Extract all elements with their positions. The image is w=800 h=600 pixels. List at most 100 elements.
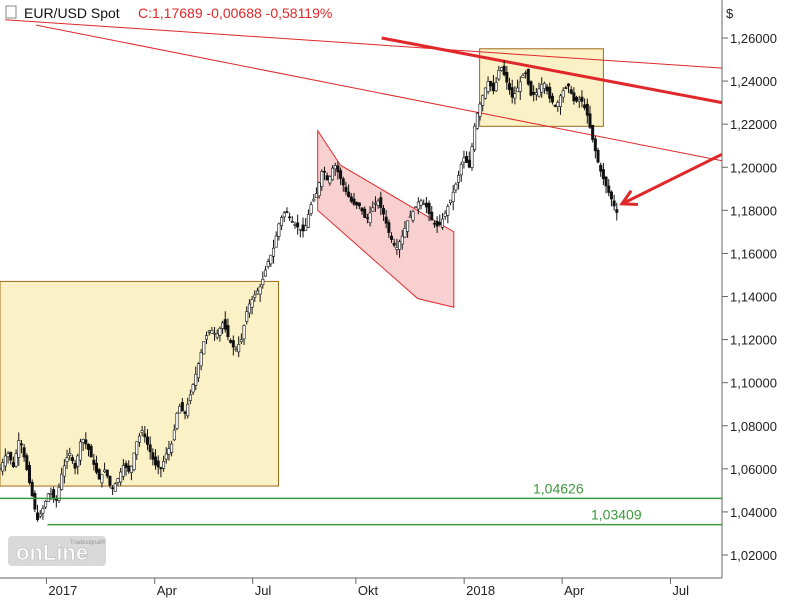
candle	[172, 424, 176, 442]
candle	[596, 147, 600, 164]
candle	[502, 60, 506, 77]
candle	[247, 299, 251, 318]
candle	[274, 231, 278, 248]
candle	[317, 181, 321, 199]
candle	[494, 77, 498, 93]
candle	[70, 454, 74, 464]
x-tick-label: Jul	[255, 583, 272, 598]
candle	[470, 142, 474, 171]
candle	[601, 162, 605, 186]
candle	[132, 452, 136, 472]
candle	[473, 123, 477, 152]
candle	[390, 232, 394, 243]
candle	[290, 216, 294, 223]
candle	[65, 449, 69, 470]
x-tick-label: 2018	[466, 583, 495, 598]
x-tick-label: Okt	[358, 583, 379, 598]
candle	[486, 76, 490, 95]
y-axis[interactable]: 1,02000 1,04000 1,06000 1,08000 1,10000 1,120…	[722, 31, 777, 563]
y-tick-label: 1,24000	[730, 74, 777, 89]
candle	[320, 169, 324, 191]
x-tick-label: Jul	[672, 583, 689, 598]
candle	[156, 455, 160, 475]
candle	[371, 201, 375, 212]
candle	[411, 209, 415, 223]
candle	[585, 98, 589, 124]
x-tick-label: Apr	[564, 583, 585, 598]
candle	[84, 432, 88, 450]
candle	[186, 397, 190, 419]
candle	[22, 443, 26, 462]
y-tick-label: 1,22000	[730, 117, 777, 132]
candle	[226, 318, 230, 341]
candle	[272, 239, 276, 264]
candle	[518, 76, 522, 100]
candle	[569, 86, 573, 95]
candle	[588, 105, 592, 129]
x-tick-label: Apr	[157, 583, 178, 598]
candle	[194, 366, 198, 391]
candle	[513, 86, 517, 105]
x-axis[interactable]: 2017 Apr Jul Okt 2018 Apr Jul	[45, 578, 689, 598]
symbol-name: EUR/USD Spot	[24, 5, 120, 21]
candle	[414, 206, 418, 209]
candle	[280, 215, 284, 231]
tradesignal-logo: onLine Tradesignal®	[8, 536, 106, 566]
candle	[475, 111, 479, 130]
candle	[78, 438, 82, 466]
candle	[9, 451, 13, 465]
candle	[258, 283, 262, 302]
candle	[38, 510, 42, 519]
candle	[17, 432, 21, 466]
candle	[481, 94, 485, 112]
candle	[218, 326, 222, 342]
candlestick-series	[0, 60, 619, 522]
candle	[427, 200, 431, 222]
candle	[19, 439, 23, 454]
candle	[322, 166, 326, 181]
candle	[121, 459, 125, 481]
y-tick-label: 1,06000	[730, 462, 777, 477]
candle	[60, 467, 64, 491]
candle	[33, 490, 37, 513]
svg-text:Tradesignal®: Tradesignal®	[70, 539, 106, 546]
candle	[108, 475, 112, 489]
candle	[599, 162, 603, 177]
candle	[143, 426, 147, 443]
candle	[188, 389, 192, 405]
candle	[612, 194, 616, 211]
candle	[567, 83, 571, 94]
annotation-lines	[5, 19, 723, 162]
trend-line-lower	[36, 24, 723, 162]
candle	[288, 212, 292, 222]
candle	[263, 266, 267, 277]
candle	[210, 326, 214, 334]
chart-header: EUR/USD Spot C:1,17689 -0,00688 -0,58119…	[5, 5, 332, 21]
annotation-arrow	[619, 152, 723, 207]
candle	[239, 333, 243, 345]
candle	[213, 326, 217, 341]
candle	[572, 87, 576, 105]
y-tick-label: 1,10000	[730, 376, 777, 391]
candle	[392, 238, 396, 248]
support-levels: 1,04626 1,03409	[0, 480, 722, 526]
y-tick-label: 1,12000	[730, 333, 777, 348]
candle	[202, 341, 206, 355]
candle	[231, 335, 235, 356]
candle	[25, 453, 29, 472]
arrow-head	[619, 189, 638, 207]
candle	[162, 455, 166, 472]
candle	[245, 306, 249, 325]
candle	[344, 181, 348, 196]
candle	[510, 79, 514, 104]
candle	[92, 453, 96, 471]
candle	[135, 441, 139, 460]
symbol-checkbox-icon[interactable]	[5, 5, 17, 19]
candle	[352, 192, 356, 206]
candle	[312, 193, 316, 203]
svg-text:onLine: onLine	[16, 540, 88, 565]
y-tick-label: 1,16000	[730, 246, 777, 261]
candle	[347, 184, 351, 198]
candle	[406, 220, 410, 238]
